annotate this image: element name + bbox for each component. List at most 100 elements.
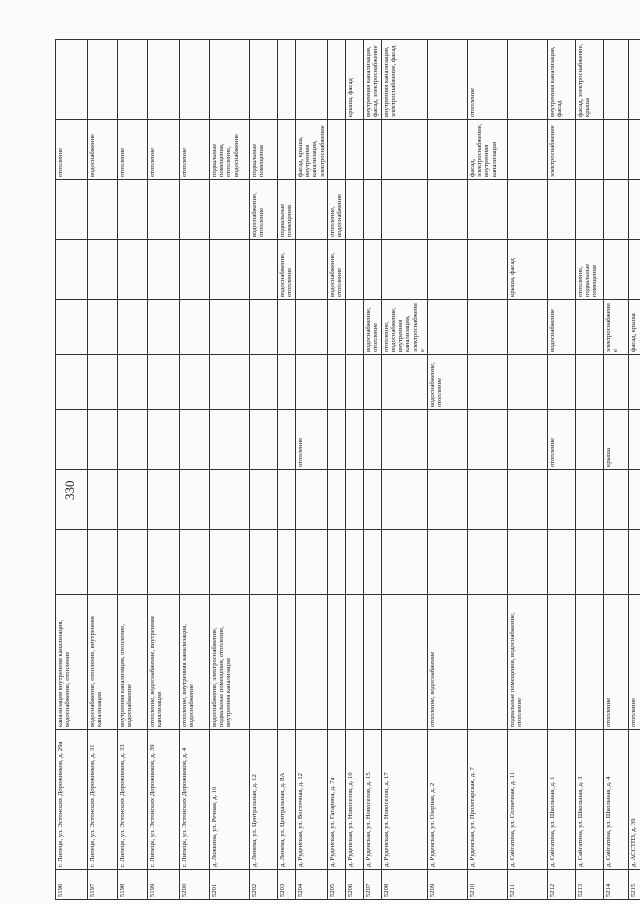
table-cell	[575, 354, 604, 410]
table-cell: водоснабжение, отопление	[427, 354, 468, 410]
table-cell: 5209	[427, 869, 468, 900]
table-row: 5210 д. Руденская, ул. Пролетарская, д. 7…	[467, 39, 508, 900]
table-cell	[295, 594, 328, 730]
table-cell	[467, 179, 508, 240]
table-cell	[363, 469, 382, 530]
table-cell: отопление, водоснабжение	[427, 594, 468, 730]
table-row: 5198 г. Липецк, ул. Эстонских Дорожников,…	[117, 39, 148, 900]
table-cell: 5205	[327, 869, 346, 900]
table-cell	[179, 469, 210, 530]
table-cell	[427, 409, 468, 470]
table-cell: д. Сайгатина, ул. Солнечная, д. 11	[507, 729, 548, 870]
table-cell	[507, 469, 548, 530]
table-cell	[363, 529, 382, 595]
table-cell: электроснабжение	[603, 299, 629, 355]
table-row: 5208 д. Руденская, ул. Новоселов, д. 17 от…	[381, 39, 428, 900]
table-cell: водоснабжение	[87, 119, 118, 180]
table-cell	[381, 239, 428, 300]
table-cell: фасад, электроснабжение, внутренняя кана…	[467, 119, 508, 180]
table-cell: 5203	[277, 869, 296, 900]
table-cell: 5207	[363, 869, 382, 900]
table-cell: 5204	[295, 869, 328, 900]
table-cell	[547, 594, 576, 730]
table-cell: 5206	[345, 869, 364, 900]
table-cell	[603, 179, 629, 240]
table-cell: отопление	[467, 39, 508, 120]
table-cell: внутренняя канализация, фасад	[547, 39, 576, 120]
table-row: 5213 д. Сайгатина, ул. Школьная, д. 3 отоп…	[575, 39, 604, 900]
table-cell	[327, 39, 346, 120]
table-cell	[427, 469, 468, 530]
table-cell	[209, 469, 250, 530]
table-cell: отопление, водоснабжение, внутренняя кан…	[147, 594, 180, 730]
table-cell	[507, 409, 548, 470]
table-cell: д. Сайгатина, ул. Школьная, д. 3	[575, 729, 604, 870]
table-cell	[427, 179, 468, 240]
table-cell: водоснабжение, отопление	[327, 239, 346, 300]
table-cell	[345, 469, 364, 530]
table-cell	[467, 409, 508, 470]
table-cell: д. Линева, ул. Центральная, д. 8А	[277, 729, 296, 870]
table-cell	[117, 409, 148, 470]
table-cell: канализация внутренняя канализация, водо…	[55, 594, 88, 730]
table-cell: отопление	[603, 594, 629, 730]
table-cell: 5210	[467, 869, 508, 900]
table-cell	[345, 299, 364, 355]
table-cell	[277, 354, 296, 410]
table-cell	[277, 299, 296, 355]
table-cell: подвальные помещения, отопление, водосна…	[209, 119, 250, 180]
table-cell	[179, 239, 210, 300]
table-cell	[87, 469, 118, 530]
table-cell	[363, 409, 382, 470]
table-cell	[147, 39, 180, 120]
table-cell	[209, 239, 250, 300]
table-cell: г. Липецк, ул. Эстонских Дорожников, д. …	[179, 729, 210, 870]
table-cell	[117, 354, 148, 410]
table-cell	[381, 594, 428, 730]
table-cell: 5197	[87, 869, 118, 900]
table-sheet: 5196 г. Липецк, ул. Эстонских Дорожников,…	[55, 39, 640, 900]
table-cell: отопление	[628, 594, 640, 730]
table-cell: д. Руденская, ул. Озерная, д. 2	[427, 729, 468, 870]
table-cell	[179, 529, 210, 595]
table-cell: д. Руденская, ул. Новоселов, д. 15	[363, 729, 382, 870]
table-cell	[327, 529, 346, 595]
table-cell: д. Руденская, ул. Гагарина, д. 7а	[327, 729, 346, 870]
table-cell: водоснабжение, отопление	[363, 299, 382, 355]
table-cell	[345, 354, 364, 410]
table-cell	[55, 39, 88, 120]
table-cell	[87, 299, 118, 355]
table-cell: г. Липецк, ул. Эстонских Дорожников, д. …	[55, 729, 88, 870]
table-cell	[277, 594, 296, 730]
table-cell: г. Липецк, ул. Эстонских Дорожников, д. …	[87, 729, 118, 870]
table-cell	[327, 354, 346, 410]
table-cell: отопление	[55, 119, 88, 180]
table-cell	[147, 469, 180, 530]
table-cell: подвальные помещения	[277, 179, 296, 240]
table-cell	[55, 299, 88, 355]
table-cell: д. Руденская, ул. Пролетарская, д. 7	[467, 729, 508, 870]
table-cell	[295, 529, 328, 595]
table-cell	[603, 119, 629, 180]
table-cell	[547, 529, 576, 595]
table-cell: г. Липецк, ул. Эстонских Дорожников, д. …	[147, 729, 180, 870]
table-cell: отопление	[117, 119, 148, 180]
table-cell	[209, 529, 250, 595]
table-row: 5204 д. Руденская, ул. Восточная, д. 12 от…	[295, 39, 328, 900]
table-cell	[345, 529, 364, 595]
table-cell	[467, 239, 508, 300]
table-cell: водоснабжение, отопление	[249, 179, 278, 240]
table-cell: отопление	[547, 409, 576, 470]
table-cell	[345, 179, 364, 240]
table-cell: 5201	[209, 869, 250, 900]
table-row: 5203 д. Линева, ул. Центральная, д. 8А вод…	[277, 39, 296, 900]
table-cell: фасад, крыша	[628, 299, 640, 355]
table-cell: электроснабжение	[547, 119, 576, 180]
table-cell	[628, 529, 640, 595]
table-cell: внутренняя канализация, фасад, электросн…	[363, 39, 382, 120]
table-cell	[249, 594, 278, 730]
table-cell	[603, 39, 629, 120]
table-cell: 5196	[55, 869, 88, 900]
table-cell: д. Линева, ул. Центральная, д. 12	[249, 729, 278, 870]
table-cell	[249, 39, 278, 120]
